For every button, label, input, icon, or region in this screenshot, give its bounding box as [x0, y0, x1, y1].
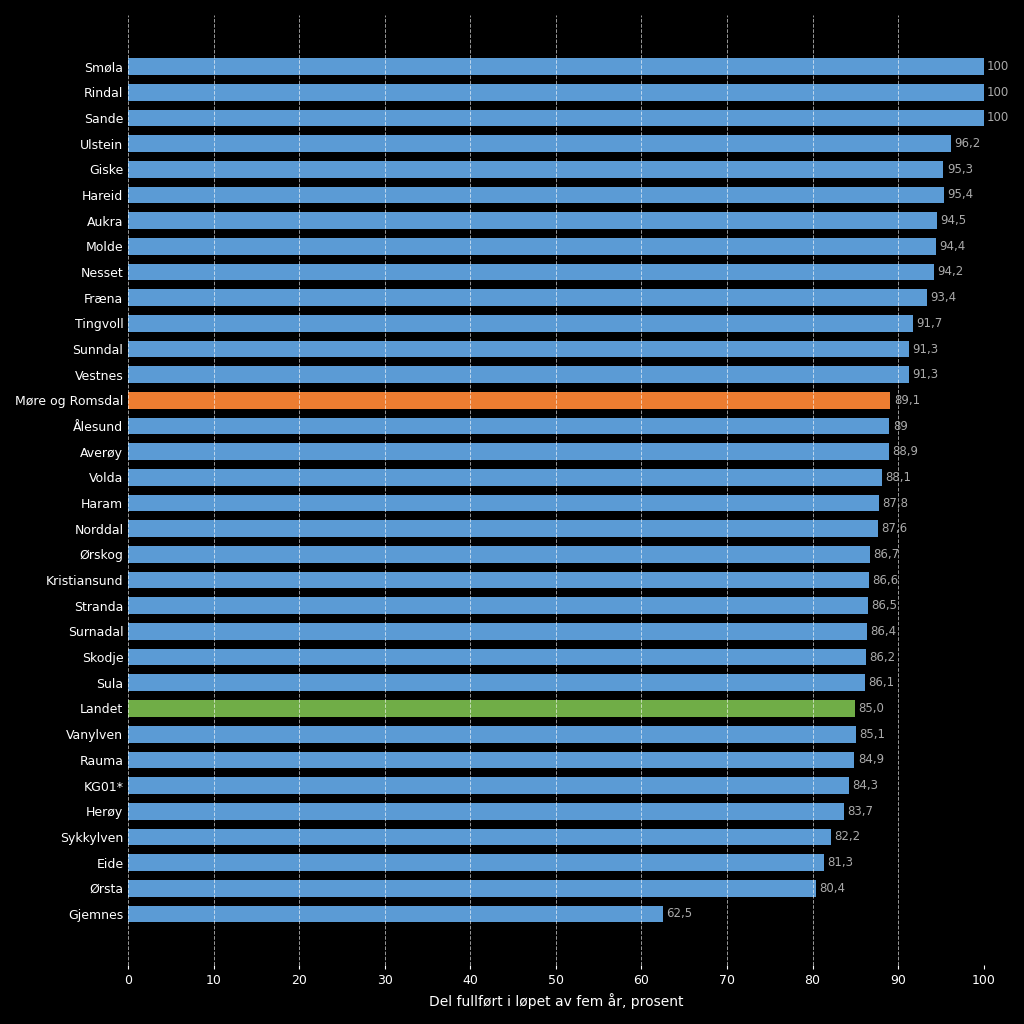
- Text: 96,2: 96,2: [954, 137, 981, 151]
- Bar: [128, 186, 944, 204]
- Bar: [128, 161, 943, 177]
- Text: 81,3: 81,3: [827, 856, 853, 869]
- Text: 87,6: 87,6: [881, 522, 907, 536]
- Text: 94,4: 94,4: [939, 240, 966, 253]
- Bar: [128, 752, 854, 768]
- Bar: [128, 571, 869, 589]
- Text: 80,4: 80,4: [819, 882, 846, 895]
- Bar: [128, 58, 984, 75]
- Bar: [128, 341, 909, 357]
- Bar: [128, 212, 937, 229]
- Text: 86,7: 86,7: [873, 548, 899, 561]
- Bar: [128, 649, 865, 666]
- Text: 84,3: 84,3: [853, 779, 879, 792]
- Text: 91,3: 91,3: [912, 369, 939, 381]
- Text: 89: 89: [893, 420, 908, 432]
- Text: 91,7: 91,7: [916, 316, 942, 330]
- Bar: [128, 418, 890, 434]
- Bar: [128, 110, 984, 126]
- Bar: [128, 367, 909, 383]
- Bar: [128, 443, 889, 460]
- Text: 87,8: 87,8: [883, 497, 908, 510]
- Bar: [128, 520, 878, 538]
- Bar: [128, 905, 663, 923]
- Text: 86,6: 86,6: [872, 573, 898, 587]
- Bar: [128, 880, 816, 897]
- Text: 86,4: 86,4: [870, 625, 897, 638]
- Bar: [128, 135, 951, 152]
- Bar: [128, 263, 934, 281]
- Bar: [128, 392, 890, 409]
- Text: 100: 100: [987, 112, 1010, 124]
- Text: 86,5: 86,5: [871, 599, 897, 612]
- Bar: [128, 84, 984, 100]
- Bar: [128, 238, 936, 255]
- Text: 82,2: 82,2: [835, 830, 861, 844]
- Bar: [128, 777, 849, 794]
- Bar: [128, 469, 882, 485]
- Bar: [128, 546, 869, 563]
- Bar: [128, 726, 856, 742]
- Text: 85,1: 85,1: [859, 728, 886, 740]
- Bar: [128, 495, 880, 511]
- Text: 95,4: 95,4: [947, 188, 974, 202]
- Bar: [128, 828, 831, 845]
- Text: 86,1: 86,1: [868, 676, 894, 689]
- Bar: [128, 624, 867, 640]
- Text: 94,2: 94,2: [937, 265, 964, 279]
- Bar: [128, 597, 868, 614]
- Text: 95,3: 95,3: [947, 163, 973, 176]
- Bar: [128, 675, 864, 691]
- Text: 91,3: 91,3: [912, 342, 939, 355]
- Text: 88,9: 88,9: [892, 445, 919, 458]
- Bar: [128, 803, 844, 819]
- Bar: [128, 854, 823, 870]
- X-axis label: Del fullført i løpet av fem år, prosent: Del fullført i løpet av fem år, prosent: [429, 993, 683, 1009]
- Bar: [128, 315, 912, 332]
- Text: 93,4: 93,4: [931, 291, 956, 304]
- Text: 89,1: 89,1: [894, 394, 920, 407]
- Text: 85,0: 85,0: [859, 702, 885, 715]
- Text: 86,2: 86,2: [869, 650, 895, 664]
- Text: 84,9: 84,9: [858, 754, 884, 766]
- Bar: [128, 290, 927, 306]
- Bar: [128, 700, 855, 717]
- Text: 94,5: 94,5: [940, 214, 966, 227]
- Text: 100: 100: [987, 60, 1010, 73]
- Text: 62,5: 62,5: [667, 907, 692, 921]
- Text: 88,1: 88,1: [885, 471, 911, 484]
- Text: 83,7: 83,7: [848, 805, 873, 818]
- Text: 100: 100: [987, 86, 1010, 98]
